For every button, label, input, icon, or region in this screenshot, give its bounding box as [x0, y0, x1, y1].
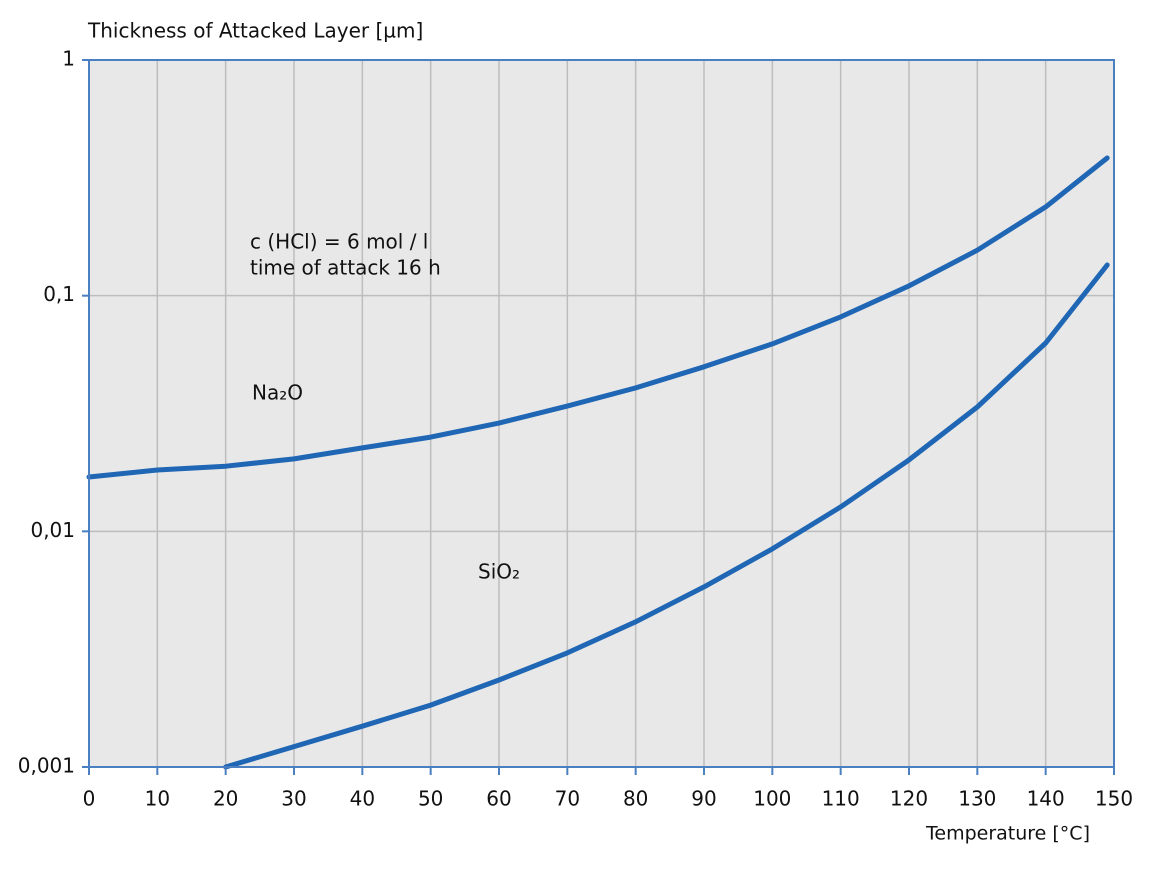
- x-tick-label: 30: [281, 787, 306, 811]
- annotation: time of attack 16 h: [250, 256, 441, 280]
- x-tick-label: 10: [145, 787, 170, 811]
- data-line: [86, 155, 1110, 480]
- x-tick-label: 90: [691, 787, 716, 811]
- x-tick-label: 60: [486, 787, 511, 811]
- lines: [86, 155, 1110, 770]
- y-tick-label: 1: [62, 47, 75, 71]
- plot-frame: [88, 59, 1115, 768]
- series-label: SiO₂: [478, 560, 520, 584]
- x-tick-label: 140: [1027, 787, 1065, 811]
- y-axis-title: Thickness of Attacked Layer [µm]: [87, 19, 423, 43]
- x-tick-label: 70: [555, 787, 580, 811]
- y-tick-label: 0,001: [18, 754, 75, 778]
- x-tick-label: 120: [890, 787, 928, 811]
- x-tick-label: 80: [623, 787, 648, 811]
- x-tick-label: 50: [418, 787, 443, 811]
- y-tick-label: 0,1: [43, 282, 75, 306]
- x-tick-label: 130: [958, 787, 996, 811]
- data-line: [223, 262, 1110, 770]
- annotation: c (HCl) = 6 mol / l: [250, 230, 428, 254]
- series-label: Na₂O: [252, 381, 303, 405]
- x-tick-label: 100: [753, 787, 791, 811]
- x-tick-label: 20: [213, 787, 238, 811]
- x-tick-label: 0: [83, 787, 96, 811]
- plot-area: [89, 60, 1114, 767]
- x-tick-label: 40: [350, 787, 375, 811]
- y-tick-label: 0,01: [30, 518, 75, 542]
- x-axis-title: Temperature [°C]: [925, 823, 1090, 845]
- x-tick-label: 150: [1095, 787, 1133, 811]
- x-tick-label: 110: [822, 787, 860, 811]
